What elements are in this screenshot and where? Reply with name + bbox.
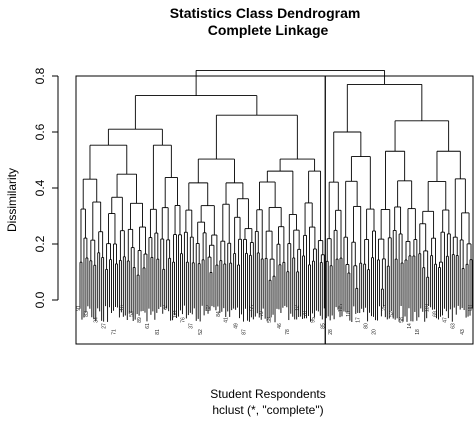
y-tick-label: 0.2 [33,235,47,252]
leaf-label: 85 [320,323,326,329]
leaf-label: 83 [84,311,90,317]
leaf-label: 95 [310,317,316,323]
leaf-label: 53 [129,311,135,317]
leaf-label: 18 [415,329,421,335]
leaf-label: 37 [188,323,194,329]
leaf-label: 10 [346,311,352,317]
method-sublabel: hclust (*, "complete") [212,403,323,417]
leaf-label: 69 [433,311,439,317]
leaf-label: 80 [364,323,370,329]
leaf-label: 81 [155,329,161,335]
leaf-label: 25 [381,305,387,311]
leaf-label: 28 [328,329,334,335]
leaf-label: 34 [94,317,100,323]
y-axis: 0.0 0.2 0.4 0.6 0.8 [33,67,59,308]
leaf-label: 12 [295,305,301,311]
leaf-label: 87 [241,329,247,335]
leaf-label: 43 [460,329,466,335]
leaf-label: 41 [224,317,230,323]
leaf-label: 61 [145,323,151,329]
leaf-label: 76 [180,317,186,323]
dendrogram-tree [79,69,473,323]
leaf-label: 27 [102,323,108,329]
y-tick-label: 0.8 [33,67,47,84]
leaf-labels: 9183342771165389618172101763752628441498… [76,304,474,335]
leaf-label: 63 [450,323,456,329]
leaf-label: 70 [303,311,309,317]
leaf-label: 52 [198,329,204,335]
leaf-label: 58 [267,317,273,323]
leaf-label: 110 [425,304,431,312]
leaf-label: 52 [389,311,395,317]
leaf-label: 72 [163,305,169,311]
leaf-label: 105 [338,304,344,313]
leaf-label: 47 [442,317,448,323]
leaf-label: 55 [249,305,255,311]
leaf-label: 101 [173,310,179,319]
leaf-label: 79 [259,311,265,317]
y-tick-label: 0.0 [33,291,47,308]
leaf-label: 58 [399,317,405,323]
leaf-label: 17 [356,317,362,323]
x-axis-label: Student Respondents [210,387,325,401]
cluster-boxes [75,75,474,345]
leaf-label: 91 [76,305,82,311]
leaf-label: 71 [111,329,117,335]
y-tick-label: 0.6 [33,123,47,140]
y-tick-label: 0.4 [33,179,47,196]
leaf-label: 20 [371,329,377,335]
leaf-label: 49 [234,323,240,329]
chart-title: Statistics Class Dendrogram [170,5,361,21]
leaf-label: 84 [216,311,222,317]
leaf-label: 16 [119,305,125,311]
leaf-label: 78 [285,329,291,335]
leaf-label: 46 [277,323,283,329]
y-axis-label: Dissimilarity [5,168,19,232]
chart-subtitle: Complete Linkage [208,22,329,38]
leaf-label: 89 [137,317,143,323]
leaf-label: 88 [468,305,474,311]
leaf-label: 14 [407,323,413,329]
cluster-box-2 [324,75,474,345]
leaf-label: 62 [206,305,212,311]
